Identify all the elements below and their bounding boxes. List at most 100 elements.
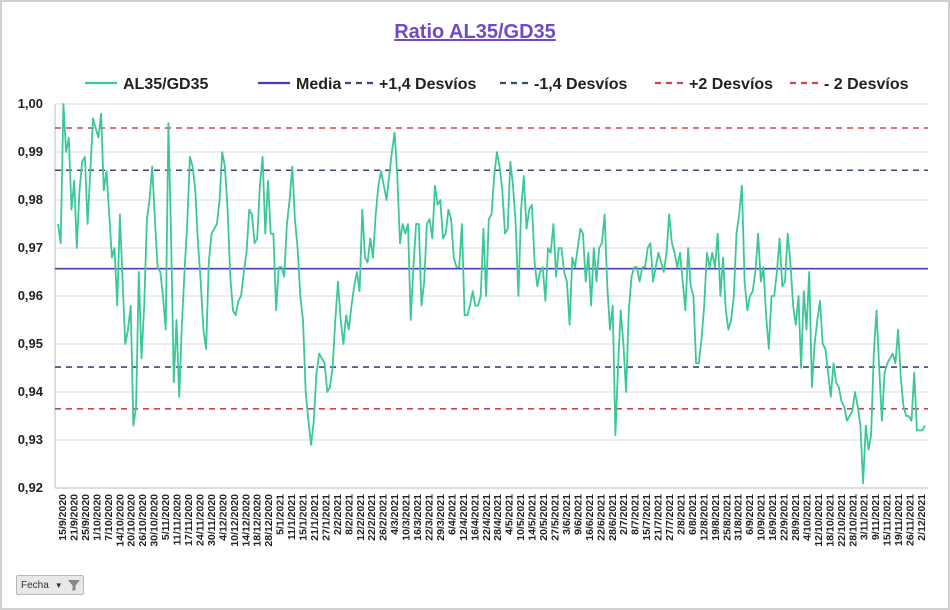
x-tick-label: 24/11/2020 <box>194 494 206 546</box>
x-tick-label: 8/7/2021 <box>630 494 642 535</box>
y-tick-label: 0,96 <box>18 288 43 303</box>
legend-label: +2 Desvíos <box>689 76 773 93</box>
x-tick-label: 6/9/2021 <box>744 494 756 535</box>
x-tick-label: 2/2/2021 <box>332 494 344 535</box>
y-tick-label: 0,94 <box>18 384 44 399</box>
x-tick-label: 10/9/2021 <box>756 494 768 541</box>
x-tick-label: 16/9/2021 <box>767 494 779 541</box>
x-tick-label: 12/4/2021 <box>458 494 470 541</box>
x-tick-label: 10/12/2020 <box>229 494 241 547</box>
x-tick-label: 19/8/2021 <box>710 494 722 541</box>
x-tick-label: 19/11/2021 <box>893 494 905 546</box>
y-axis: 0,92 0,93 0,94 0,95 0,96 0,97 0,98 0,99 1,00 <box>18 96 44 495</box>
grid <box>54 103 928 489</box>
x-tick-label: 28/10/2021 <box>847 494 859 547</box>
x-tick-label: 4/12/2020 <box>217 494 229 541</box>
x-tick-label: 18/10/2021 <box>824 494 836 547</box>
chart-title: Ratio AL35/GD35 <box>394 21 556 43</box>
x-tick-label: 28/6/2021 <box>607 494 619 541</box>
x-tick-label: 22/9/2021 <box>779 494 791 541</box>
x-tick-label: 28/9/2021 <box>790 494 802 541</box>
x-tick-label: 15/9/2020 <box>57 494 69 541</box>
x-tick-label: 5/11/2020 <box>160 494 172 540</box>
x-tick-label: 22/10/2021 <box>836 494 848 547</box>
x-tick-label: 1/10/2020 <box>91 494 103 541</box>
x-tick-label: 9/11/2021 <box>870 494 882 540</box>
x-tick-label: 28/12/2020 <box>263 494 275 547</box>
y-tick-label: 0,93 <box>18 432 43 447</box>
x-tick-label: 22/6/2021 <box>595 494 607 541</box>
legend-label: AL35/GD35 <box>123 76 208 93</box>
x-tick-label: 31/8/2021 <box>733 494 745 541</box>
x-tick-label: 26/11/2021 <box>905 494 917 546</box>
x-tick-label: 5/1/2021 <box>275 494 287 535</box>
x-tick-label: 21/1/2021 <box>309 494 321 541</box>
x-tick-label: 11/1/2021 <box>286 494 298 540</box>
series-line-al35-gd35 <box>57 103 926 485</box>
x-tick-label: 11/11/2020 <box>172 494 184 546</box>
x-tick-label: 22/3/2021 <box>424 494 436 541</box>
x-tick-label: 20/10/2020 <box>126 494 138 547</box>
x-tick-label: 6/8/2021 <box>687 494 699 535</box>
x-tick-label: 21/7/2021 <box>653 494 665 541</box>
x-tick-label: 26/10/2020 <box>137 494 149 547</box>
x-tick-label: 12/8/2021 <box>698 494 710 541</box>
x-tick-label: 30/10/2020 <box>149 494 161 547</box>
x-tick-label: 10/3/2021 <box>401 494 413 541</box>
legend-label: - 2 Desvíos <box>824 76 909 93</box>
x-tick-label: 30/11/2020 <box>206 494 218 546</box>
fecha-filter-button[interactable]: Fecha ▼ <box>16 575 84 595</box>
x-tick-label: 27/5/2021 <box>549 494 561 541</box>
x-tick-label: 22/4/2021 <box>481 494 493 541</box>
x-tick-label: 2/7/2021 <box>618 494 630 535</box>
series <box>57 103 926 485</box>
x-tick-label: 10/5/2021 <box>515 494 527 541</box>
x-tick-label: 3/6/2021 <box>561 494 573 535</box>
filter-label: Fecha <box>21 579 49 591</box>
x-tick-label: 15/7/2021 <box>641 494 653 541</box>
y-tick-label: 0,98 <box>18 192 43 207</box>
x-tick-label: 17/11/2020 <box>183 494 195 546</box>
x-tick-label: 14/10/2020 <box>114 494 126 547</box>
x-tick-label: 27/7/2021 <box>664 494 676 541</box>
x-tick-label: 25/9/2020 <box>80 494 92 541</box>
dropdown-arrow-icon: ▼ <box>54 580 63 590</box>
legend-label: +1,4 Desvíos <box>379 76 477 93</box>
x-tick-label: 16/4/2021 <box>469 494 481 541</box>
x-tick-label: 28/4/2021 <box>492 494 504 541</box>
x-tick-label: 16/3/2021 <box>412 494 424 541</box>
x-tick-label: 2/8/2021 <box>675 494 687 535</box>
y-tick-label: 0,95 <box>18 336 43 351</box>
x-tick-label: 29/3/2021 <box>435 494 447 541</box>
y-tick-label: 0,97 <box>18 240 43 255</box>
x-tick-label: 26/2/2021 <box>378 494 390 541</box>
x-tick-label: 16/6/2021 <box>584 494 596 541</box>
x-tick-label: 25/8/2021 <box>721 494 733 541</box>
x-tick-label: 14/5/2021 <box>527 494 539 541</box>
x-tick-label: 4/3/2021 <box>389 494 401 535</box>
x-tick-label: 18/12/2020 <box>252 494 264 547</box>
x-tick-label: 12/10/2021 <box>813 494 825 547</box>
y-tick-label: 0,99 <box>18 144 43 159</box>
x-tick-label: 9/6/2021 <box>572 494 584 535</box>
legend-label: -1,4 Desvíos <box>534 76 627 93</box>
y-tick-label: 0,92 <box>18 480 43 495</box>
x-tick-label: 4/5/2021 <box>504 494 516 535</box>
x-tick-label: 15/1/2021 <box>298 494 310 541</box>
x-tick-label: 22/2/2021 <box>366 494 378 541</box>
x-tick-label: 15/11/2021 <box>882 494 894 546</box>
reference-lines <box>55 127 928 410</box>
x-tick-label: 20/5/2021 <box>538 494 550 541</box>
x-tick-label: 12/2/2021 <box>355 494 367 541</box>
x-tick-label: 8/2/2021 <box>343 494 355 535</box>
x-tick-label: 2/12/2021 <box>916 494 928 541</box>
x-tick-label: 21/9/2020 <box>68 494 80 541</box>
x-axis: 15/9/2020 21/9/2020 25/9/2020 1/10/2020 7/10… <box>57 494 928 547</box>
legend: AL35/GD35 Media +1,4 Desvíos -1,4 Desvíos +2… <box>85 76 909 93</box>
x-tick-label: 27/1/2021 <box>320 494 332 541</box>
legend-label: Media <box>296 76 341 93</box>
x-tick-label: 14/12/2020 <box>240 494 252 547</box>
y-tick-label: 1,00 <box>18 96 43 111</box>
x-tick-label: 4/10/2021 <box>801 494 813 541</box>
